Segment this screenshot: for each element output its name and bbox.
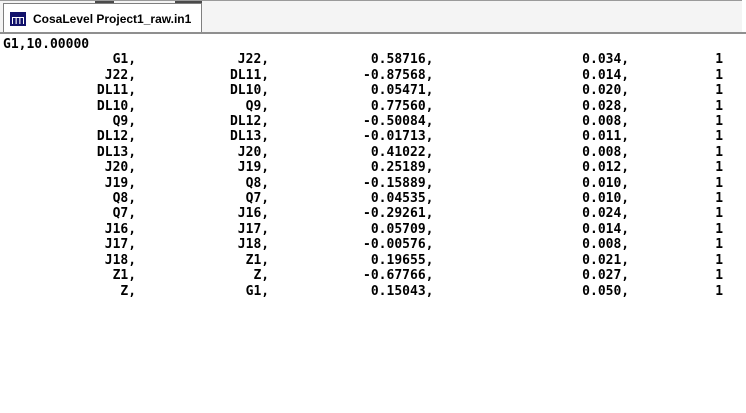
tab-bar: CosaLevel Project1_raw.in1 — [0, 0, 742, 33]
top-edge-artifact — [95, 1, 114, 3]
tab-cosalevel-project1-raw-in1[interactable]: CosaLevel Project1_raw.in1 — [3, 3, 203, 33]
editor-pane: G1,10.00000 G1, J22, 0.58716, 0.034, 1 J… — [0, 32, 746, 413]
tab-label: CosaLevel Project1_raw.in1 — [33, 12, 192, 26]
editor-text[interactable]: G1,10.00000 G1, J22, 0.58716, 0.034, 1 J… — [3, 37, 724, 299]
cosalevel-app-icon — [10, 11, 26, 27]
top-edge-artifact — [175, 1, 202, 3]
